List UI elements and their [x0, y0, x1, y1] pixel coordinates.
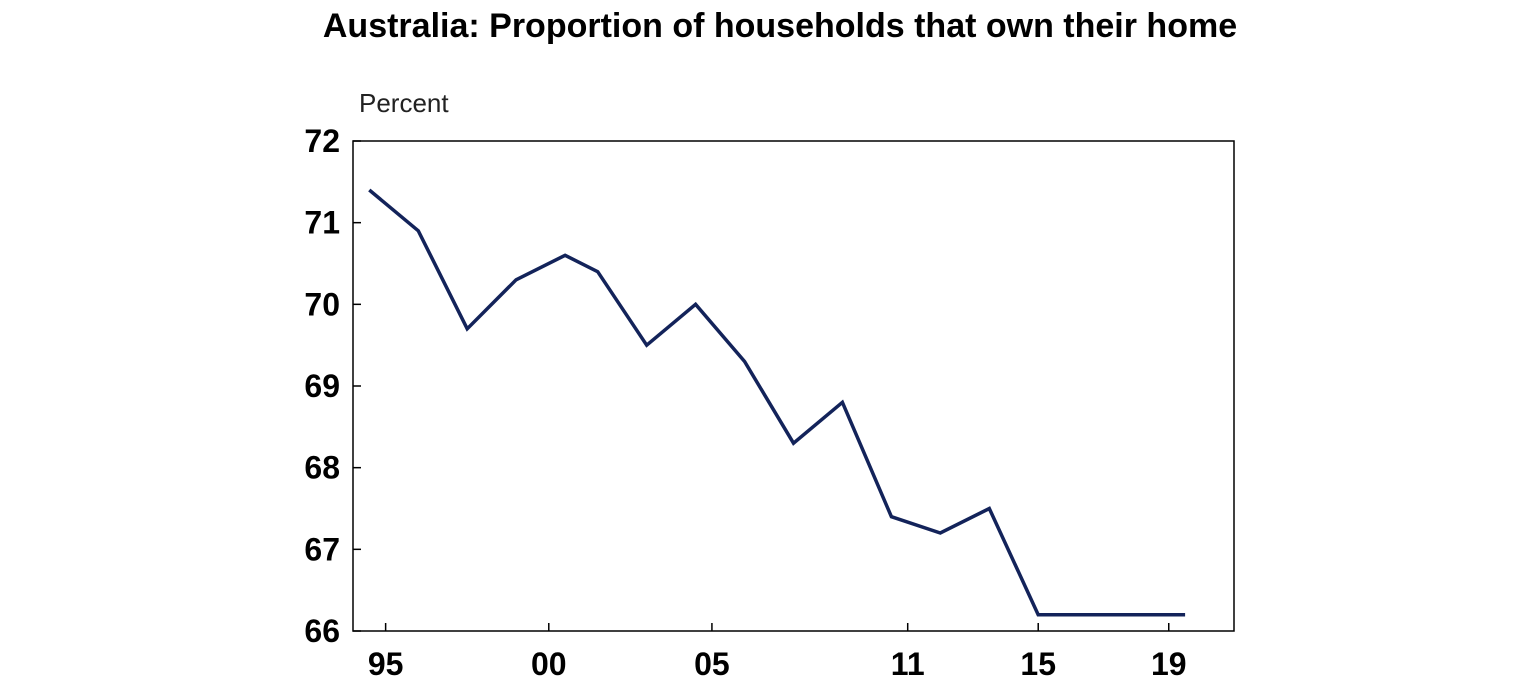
plot-area — [352, 140, 1235, 632]
y-tick-label: 72 — [304, 123, 340, 159]
y-tick-label: 67 — [304, 531, 340, 567]
x-tick-label: 15 — [1020, 646, 1056, 680]
y-tick-label: 68 — [304, 450, 340, 486]
x-tick-label: 05 — [694, 646, 730, 680]
x-tick-label: 19 — [1151, 646, 1187, 680]
y-axis-label: Percent — [359, 88, 449, 118]
y-axis: 66 67 68 69 70 71 72 — [304, 123, 361, 649]
y-tick-label: 69 — [304, 368, 340, 404]
x-tick-label: 95 — [368, 646, 404, 680]
y-tick-label: 71 — [304, 205, 340, 241]
x-tick-label: 11 — [891, 646, 925, 680]
chart-title: Australia: Proportion of households that… — [322, 7, 1238, 45]
y-tick-label: 70 — [304, 286, 340, 322]
x-tick-label: 00 — [531, 646, 567, 680]
y-tick-label: 66 — [304, 613, 340, 649]
series-line — [368, 188, 1186, 617]
x-axis: 95 00 05 11 15 19 — [368, 623, 1187, 680]
